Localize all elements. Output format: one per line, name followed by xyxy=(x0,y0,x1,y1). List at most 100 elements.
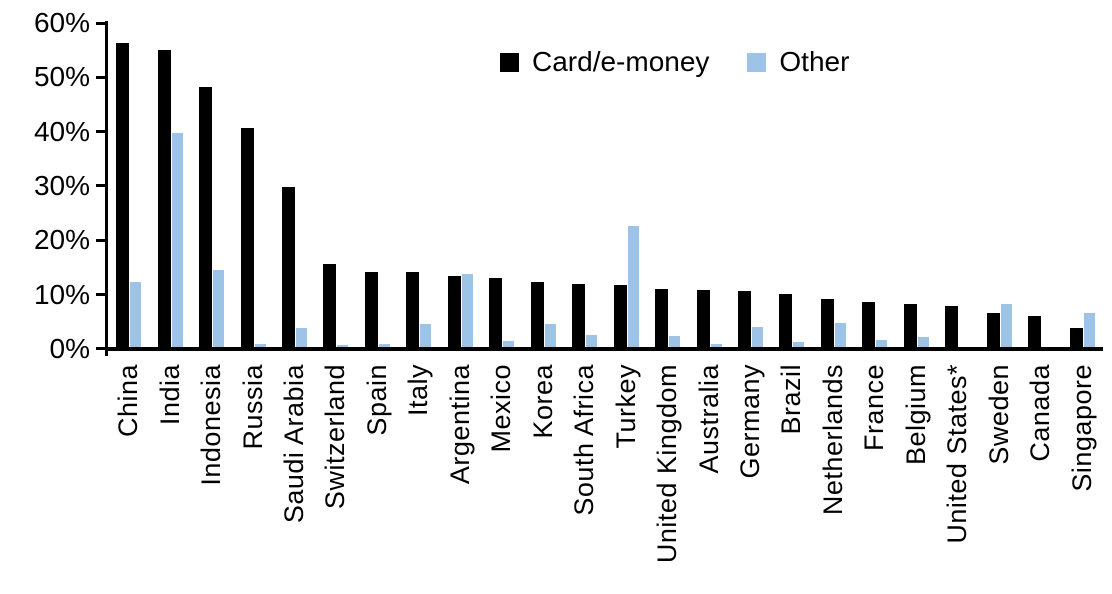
bar-card-e-money xyxy=(116,43,130,349)
category-group-germany xyxy=(730,23,771,349)
y-tick-label: 60% xyxy=(33,7,90,38)
bar-other xyxy=(378,343,390,349)
x-label-slot: Italy xyxy=(398,364,439,416)
x-tick-label: United Kingdom xyxy=(652,364,683,564)
x-label-slot: Saudi Arabia xyxy=(274,364,315,523)
bar-other xyxy=(296,327,308,349)
category-group-china xyxy=(108,23,149,349)
x-tick-label: Australia xyxy=(693,364,724,474)
y-tick-mark xyxy=(96,347,105,351)
bar-card-e-money xyxy=(199,86,213,349)
category-group-sweden xyxy=(979,23,1020,349)
x-tick-label: Sweden xyxy=(983,364,1014,465)
category-group-russia xyxy=(232,23,273,349)
x-tick-label: Germany xyxy=(735,364,766,479)
plot-area xyxy=(108,23,1103,349)
bar-other xyxy=(917,337,929,349)
bar-other xyxy=(420,324,432,349)
x-label-slot: Argentina xyxy=(440,364,481,484)
x-label-slot: China xyxy=(108,364,149,437)
bar-card-e-money xyxy=(240,128,254,349)
x-tick-label: Russia xyxy=(237,364,268,450)
bar-card-e-money xyxy=(364,271,378,349)
legend-item-card-e-money: Card/e-money xyxy=(500,48,709,76)
bar-card-e-money xyxy=(738,291,752,349)
x-tick-label: United States* xyxy=(942,364,973,544)
bar-card-e-money xyxy=(820,298,834,349)
x-tick-label: Turkey xyxy=(610,364,641,449)
bar-card-e-money xyxy=(1028,315,1042,349)
x-tick-label: Indonesia xyxy=(196,364,227,486)
x-tick-label: Mexico xyxy=(486,364,517,453)
bar-card-e-money xyxy=(945,306,959,349)
legend: Card/e-money Other xyxy=(500,48,849,76)
bar-card-e-money xyxy=(779,294,793,349)
category-group-brazil xyxy=(771,23,812,349)
x-label-slot: France xyxy=(854,364,895,451)
x-tick-label: France xyxy=(859,364,890,452)
bar-card-e-money xyxy=(447,275,461,349)
y-tick-label: 30% xyxy=(33,169,90,201)
y-tick-mark xyxy=(96,75,105,79)
bar-other xyxy=(710,343,722,349)
x-label-slot: Indonesia xyxy=(191,364,232,486)
category-group-australia xyxy=(688,23,729,349)
bar-card-e-money xyxy=(862,301,876,349)
bar-other xyxy=(171,132,183,349)
x-tick-label: Argentina xyxy=(444,364,475,485)
x-label-slot: Germany xyxy=(730,364,771,479)
legend-label-other: Other xyxy=(779,46,850,77)
category-group-united-states- xyxy=(937,23,978,349)
x-label-slot: Mexico xyxy=(481,364,522,453)
bar-other xyxy=(793,341,805,349)
bar-card-e-money xyxy=(282,186,296,349)
y-tick-label: 10% xyxy=(33,278,90,310)
bar-other xyxy=(627,226,639,349)
card-e-money-swatch-icon xyxy=(500,52,519,72)
y-tick-mark xyxy=(96,130,105,134)
x-label-slot: Russia xyxy=(232,364,273,450)
bar-card-e-money xyxy=(323,264,337,349)
x-label-slot: United Kingdom xyxy=(647,364,688,563)
legend-item-other: Other xyxy=(747,48,849,76)
x-axis-labels: China India Indonesia Russia Saudi Arabia Swi… xyxy=(108,364,1103,563)
bar-card-e-money xyxy=(572,284,586,349)
bar-other xyxy=(213,270,225,349)
category-group-south-africa xyxy=(564,23,605,349)
legend-label-card-e-money: Card/e-money xyxy=(532,46,710,77)
bar-card-e-money xyxy=(406,272,420,349)
y-tick-label: 50% xyxy=(33,61,90,93)
bar-card-e-money xyxy=(157,50,171,349)
bars-container xyxy=(108,23,1103,349)
x-tick-label: Korea xyxy=(527,364,558,439)
category-group-mexico xyxy=(481,23,522,349)
x-label-slot: Spain xyxy=(357,364,398,436)
x-label-slot: Turkey xyxy=(605,364,646,449)
y-tick-mark xyxy=(96,238,105,242)
category-group-singapore xyxy=(1061,23,1102,349)
x-label-slot: Australia xyxy=(688,364,729,474)
y-tick-mark xyxy=(96,21,105,25)
x-tick-label: India xyxy=(154,364,185,426)
x-label-slot: South Africa xyxy=(564,364,605,516)
other-swatch-icon xyxy=(747,52,767,72)
x-tick-label: China xyxy=(113,364,144,438)
bar-other xyxy=(876,340,888,349)
x-label-slot: Canada xyxy=(1020,364,1061,462)
category-group-united-kingdom xyxy=(647,23,688,349)
category-group-netherlands xyxy=(813,23,854,349)
x-label-slot: Brazil xyxy=(771,364,812,435)
y-tick-label: 40% xyxy=(33,115,90,147)
x-label-slot: Netherlands xyxy=(813,364,854,515)
x-tick-label: Singapore xyxy=(1066,364,1097,492)
category-group-korea xyxy=(523,23,564,349)
x-label-slot: Korea xyxy=(523,364,564,439)
bar-other xyxy=(834,322,846,349)
x-tick-label: Spain xyxy=(361,364,392,436)
x-axis-line xyxy=(105,347,1103,351)
bar-card-e-money xyxy=(655,288,669,349)
bar-card-e-money xyxy=(489,278,503,349)
category-group-turkey xyxy=(605,23,646,349)
category-group-spain xyxy=(357,23,398,349)
